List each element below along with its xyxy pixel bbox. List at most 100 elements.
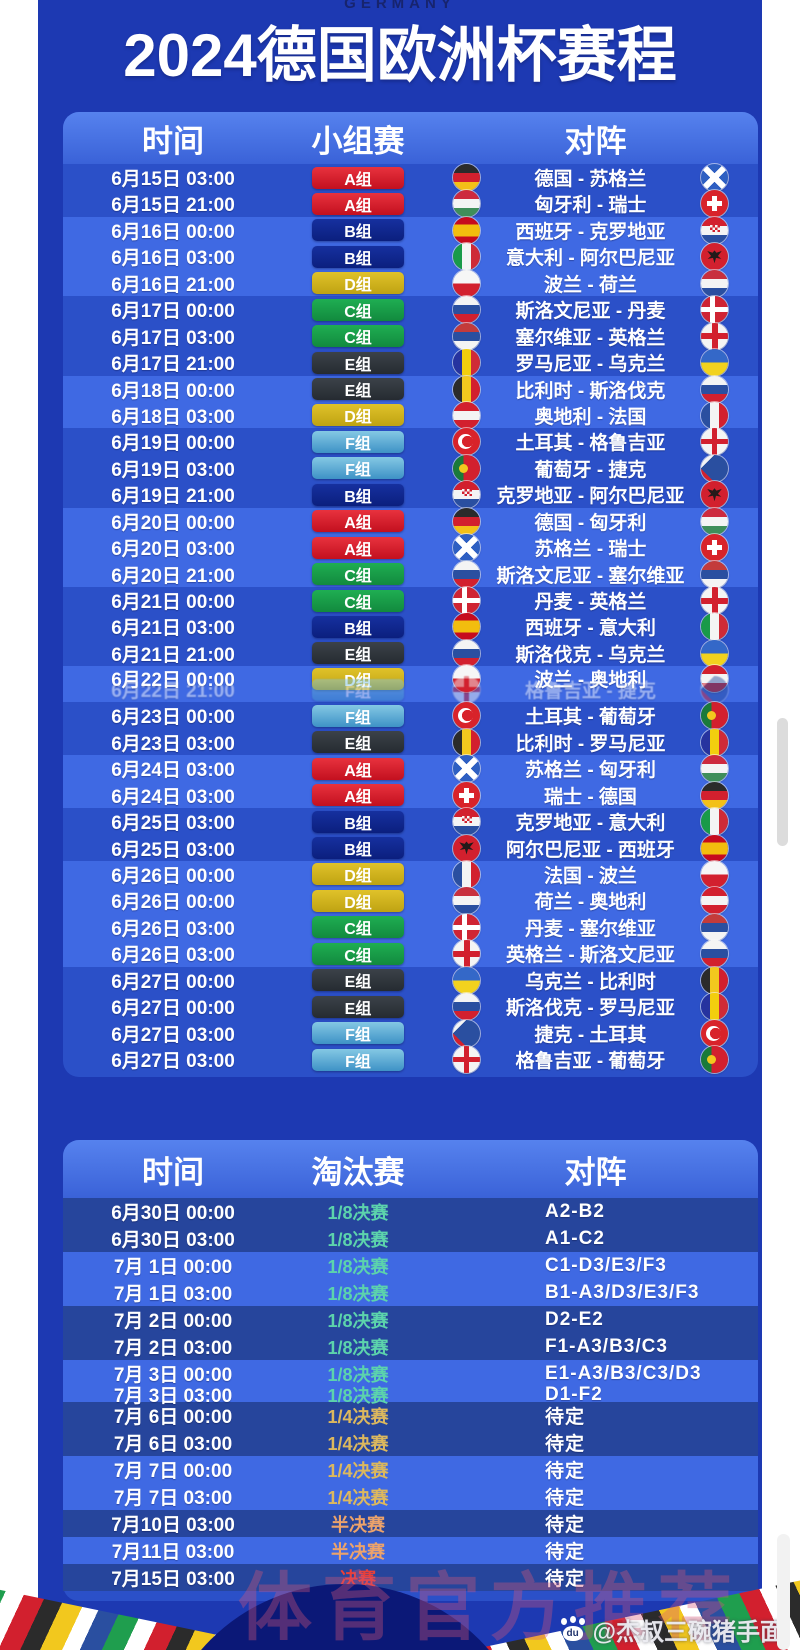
match-time: 6月17日 21:00 <box>111 354 235 376</box>
scrollbar-thumb[interactable] <box>777 718 788 846</box>
group-badge: A组 <box>312 166 404 189</box>
flag-croatia-icon <box>453 808 480 836</box>
flag-ukraine-icon <box>453 966 480 994</box>
match-row: 6月15日 03:00 A组 德国 - 苏格兰 <box>63 164 758 191</box>
match-time: 6月21日 21:00 <box>111 644 235 666</box>
group-badge: D组 <box>312 667 404 690</box>
match-teams: 捷克 - 土耳其 <box>534 1024 647 1046</box>
match-teams: 西班牙 - 克罗地亚 <box>515 221 666 243</box>
flag-austria-icon <box>701 887 728 915</box>
group-badge: E组 <box>312 642 404 665</box>
match-teams: 匈牙利 - 瑞士 <box>534 195 647 217</box>
flag-albania-icon <box>701 243 728 271</box>
flag-romania-icon <box>701 728 728 756</box>
match-teams: 苏格兰 - 瑞士 <box>534 539 647 561</box>
match-row: 6月27日 03:00 F组 格鲁吉亚 - 葡萄牙 <box>63 1046 758 1073</box>
matchup-code: A2-B2 <box>545 1200 605 1222</box>
group-badge: A组 <box>312 757 404 780</box>
group-badge: B组 <box>312 837 404 859</box>
knockout-row: 7月 7日 00:00 1/4决赛 待定 <box>63 1456 758 1483</box>
match-row: 6月26日 03:00 C组 英格兰 - 斯洛文尼亚 <box>63 940 758 968</box>
flag-italy-icon <box>701 808 728 836</box>
match-time: 6月18日 03:00 <box>111 406 235 428</box>
knockout-row: 7月 3日 00:00 1/8决赛 E1-A3/B3/C3/D3 <box>63 1360 758 1386</box>
matchup-code: D2-E2 <box>545 1308 604 1330</box>
flag-czechia-icon <box>701 454 728 482</box>
flag-romania-icon <box>453 349 480 377</box>
matchup-code: 待定 <box>545 1461 586 1482</box>
matchup-code: C1-D3/E3/F3 <box>545 1254 667 1276</box>
match-row: 6月23日 03:00 E组 比利时 - 罗马尼亚 <box>63 728 758 756</box>
match-teams: 塞尔维亚 - 英格兰 <box>515 327 666 349</box>
match-time: 7月 6日 03:00 <box>113 1434 233 1455</box>
group-badge: F组 <box>312 457 404 480</box>
stage-label: 1/8决赛 <box>327 1202 389 1223</box>
match-teams: 斯洛文尼亚 - 塞尔维亚 <box>496 565 685 587</box>
group-badge: D组 <box>312 404 404 427</box>
match-time: 7月15日 03:00 <box>111 1569 235 1590</box>
match-time: 6月30日 00:00 <box>111 1203 235 1224</box>
match-row: 6月18日 03:00 D组 奥地利 - 法国 <box>63 401 758 429</box>
match-time: 6月26日 03:00 <box>111 918 235 940</box>
flag-poland-icon <box>453 269 480 297</box>
knockout-row: 7月 2日 03:00 1/8决赛 F1-A3/B3/C3 <box>63 1333 758 1360</box>
match-time: 7月 6日 00:00 <box>113 1407 233 1428</box>
flag-spain-icon <box>453 216 480 244</box>
match-teams: 意大利 - 阿尔巴尼亚 <box>506 248 675 270</box>
group-badge: C组 <box>312 916 404 939</box>
match-time: 6月20日 03:00 <box>111 539 235 561</box>
flag-romania-icon <box>701 993 728 1021</box>
flag-poland-icon <box>701 860 728 888</box>
column-time: 时间 <box>142 1154 204 1190</box>
stage-label: 1/8决赛 <box>327 1385 389 1406</box>
flag-switzerland-icon <box>701 534 728 562</box>
match-row: 6月23日 00:00 F组 土耳其 - 葡萄牙 <box>63 702 758 730</box>
match-teams: 法国 - 波兰 <box>544 865 637 887</box>
matchup-code: D1-F2 <box>545 1383 603 1405</box>
match-teams: 波兰 - 奥地利 <box>534 670 647 692</box>
stage-label: 1/8决赛 <box>327 1310 389 1331</box>
flag-austria-icon <box>701 665 728 693</box>
match-time: 6月16日 03:00 <box>111 248 235 270</box>
match-time: 6月24日 03:00 <box>111 760 235 782</box>
flag-ukraine-icon <box>701 349 728 377</box>
match-time: 6月27日 00:00 <box>111 971 235 993</box>
match-row: 6月19日 21:00 B组 克罗地亚 - 阿尔巴尼亚 <box>63 481 758 509</box>
match-time: 6月19日 00:00 <box>111 433 235 455</box>
baidu-paw-icon-text: du <box>566 1628 579 1639</box>
flag-netherlands-icon <box>453 887 480 915</box>
knockout-row: 7月 1日 00:00 1/8决赛 C1-D3/E3/F3 <box>63 1252 758 1279</box>
match-row: 6月16日 00:00 B组 西班牙 - 克罗地亚 <box>63 216 758 244</box>
flag-italy-icon <box>453 243 480 271</box>
group-badge: E组 <box>312 969 404 992</box>
match-row: 6月20日 03:00 A组 苏格兰 - 瑞士 <box>63 534 758 562</box>
flag-ukraine-icon <box>701 639 728 667</box>
match-row: 6月27日 03:00 F组 捷克 - 土耳其 <box>63 1019 758 1047</box>
match-row: 6月24日 03:00 A组 瑞士 - 德国 <box>63 781 758 809</box>
flag-germany-icon <box>701 781 728 809</box>
match-row: 6月27日 00:00 E组 乌克兰 - 比利时 <box>63 966 758 994</box>
matchup-code: A1-C2 <box>545 1227 605 1249</box>
flag-italy-icon <box>701 613 728 641</box>
flag-czechia-icon <box>453 1019 480 1047</box>
flag-slovenia-icon <box>453 560 480 588</box>
group-badge: A组 <box>312 536 404 559</box>
group-badge: C组 <box>312 298 404 321</box>
stage-label: 1/8决赛 <box>327 1337 389 1358</box>
flag-portugal-icon <box>701 702 728 730</box>
stage-label: 1/4决赛 <box>327 1487 389 1508</box>
schedule-poster: GERMANY 2024德国欧洲杯赛程 时间 小组赛 对阵 6月15日 03:0… <box>38 0 762 1650</box>
match-time: 6月19日 21:00 <box>111 486 235 508</box>
flag-hungary-icon <box>453 190 480 218</box>
flag-turkey-icon <box>453 428 480 456</box>
match-row: 6月25日 03:00 B组 克罗地亚 - 意大利 <box>63 808 758 836</box>
scrollbar-track-segment[interactable] <box>777 1534 790 1650</box>
matchup-code: 待定 <box>545 1515 586 1536</box>
match-teams: 比利时 - 斯洛伐克 <box>515 380 666 402</box>
match-time: 6月18日 00:00 <box>111 380 235 402</box>
match-row: 6月16日 03:00 B组 意大利 - 阿尔巴尼亚 <box>63 243 758 271</box>
flag-portugal-icon <box>701 1046 728 1073</box>
match-time: 6月27日 00:00 <box>111 998 235 1020</box>
match-time: 6月26日 00:00 <box>111 865 235 887</box>
match-teams: 乌克兰 - 比利时 <box>525 971 656 993</box>
